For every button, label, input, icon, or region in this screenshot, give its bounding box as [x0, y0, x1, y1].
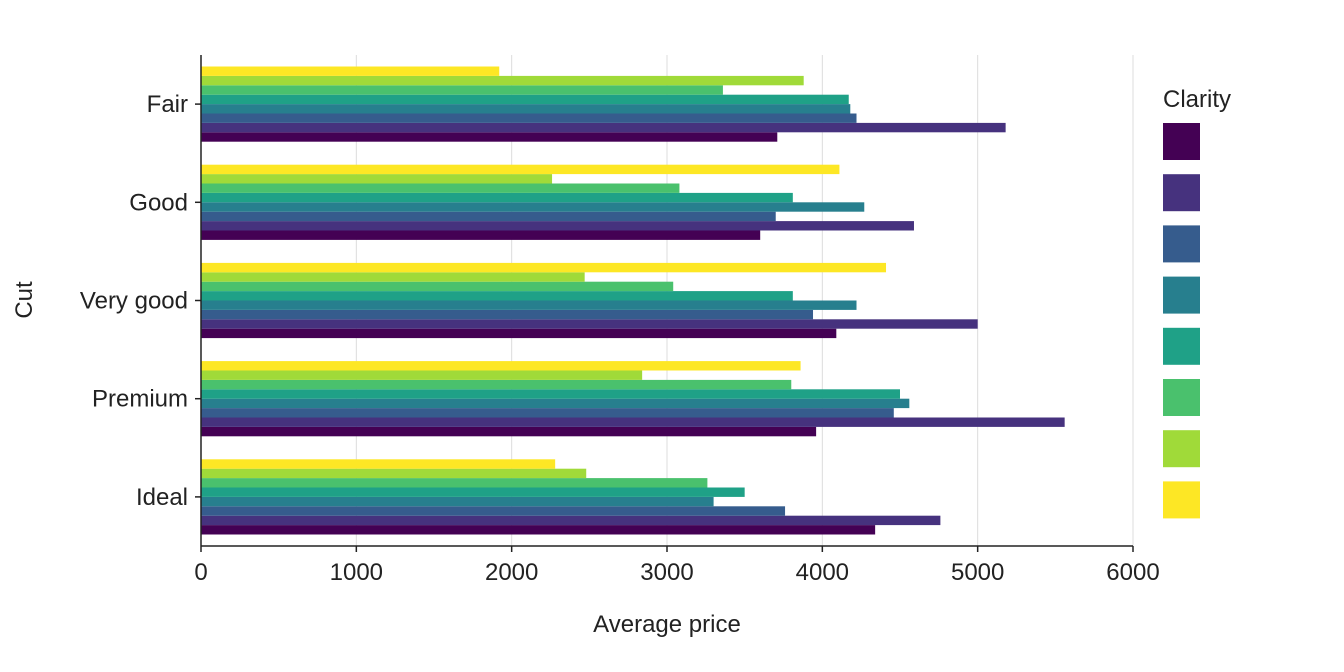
- bars: [201, 66, 1065, 535]
- bar: [201, 468, 587, 479]
- x-tick-label: 3000: [640, 559, 693, 586]
- bar: [201, 75, 804, 86]
- legend-swatch: [1163, 430, 1200, 468]
- bar: [201, 309, 814, 320]
- bar: [201, 370, 643, 380]
- y-tick-label: Ideal: [136, 484, 188, 511]
- y-tick-label: Fair: [147, 91, 188, 118]
- bar: [201, 104, 851, 114]
- bar: [201, 113, 857, 123]
- bar: [201, 66, 500, 76]
- bar: [201, 291, 793, 301]
- y-axis-title: Cut: [11, 281, 38, 319]
- bar: [201, 122, 1006, 133]
- y-tick-label: Premium: [92, 386, 188, 413]
- bar: [201, 230, 761, 240]
- bar: [201, 417, 1065, 427]
- x-tick-label: 4000: [796, 559, 849, 586]
- bar: [201, 300, 857, 310]
- bar: [201, 192, 793, 203]
- bar: [201, 132, 778, 142]
- x-tick-label: 0: [194, 559, 207, 586]
- bar: [201, 525, 876, 535]
- bar: [201, 506, 786, 516]
- bar: [201, 478, 708, 488]
- x-tick-label: 1000: [330, 559, 383, 586]
- bar: [201, 94, 849, 105]
- bar: [201, 459, 556, 469]
- bar: [201, 487, 745, 497]
- bar: [201, 496, 714, 507]
- legend-swatch: [1163, 379, 1200, 416]
- bar: [201, 389, 900, 399]
- legend-swatch: [1163, 327, 1200, 365]
- legend-swatch: [1163, 174, 1200, 212]
- legend-swatch: [1163, 481, 1200, 519]
- bar: [201, 328, 837, 339]
- bar: [201, 408, 894, 418]
- legend-title: Clarity: [1163, 86, 1231, 113]
- bar: [201, 211, 776, 222]
- bar: [201, 319, 978, 329]
- x-axis-ticks: 0 1000 2000 3000 4000 5000 6000: [194, 546, 1160, 586]
- y-tick-label: Very good: [80, 288, 188, 315]
- x-tick-label: 5000: [951, 559, 1004, 586]
- bar: [201, 164, 840, 175]
- bar: [201, 262, 887, 273]
- bar: [201, 426, 817, 437]
- bar: [201, 85, 723, 95]
- bar: [201, 379, 792, 390]
- legend: Clarity: [1163, 86, 1231, 519]
- y-tick-label: Good: [129, 189, 188, 216]
- legend-swatch: [1163, 123, 1200, 160]
- x-axis-title: Average price: [593, 611, 741, 638]
- bar: [201, 398, 910, 409]
- x-tick-label: 6000: [1106, 559, 1159, 586]
- bar: [201, 361, 801, 371]
- bar: [201, 281, 674, 292]
- bar: [201, 183, 680, 193]
- x-tick-label: 2000: [485, 559, 538, 586]
- legend-swatch: [1163, 276, 1200, 314]
- bar: [201, 272, 585, 282]
- bar: [201, 515, 941, 526]
- legend-swatch: [1163, 225, 1200, 263]
- bar: [201, 221, 914, 231]
- y-axis-ticks: Fair Good Very good Premium Ideal: [80, 91, 201, 511]
- bar: [201, 174, 553, 184]
- bar: [201, 202, 865, 212]
